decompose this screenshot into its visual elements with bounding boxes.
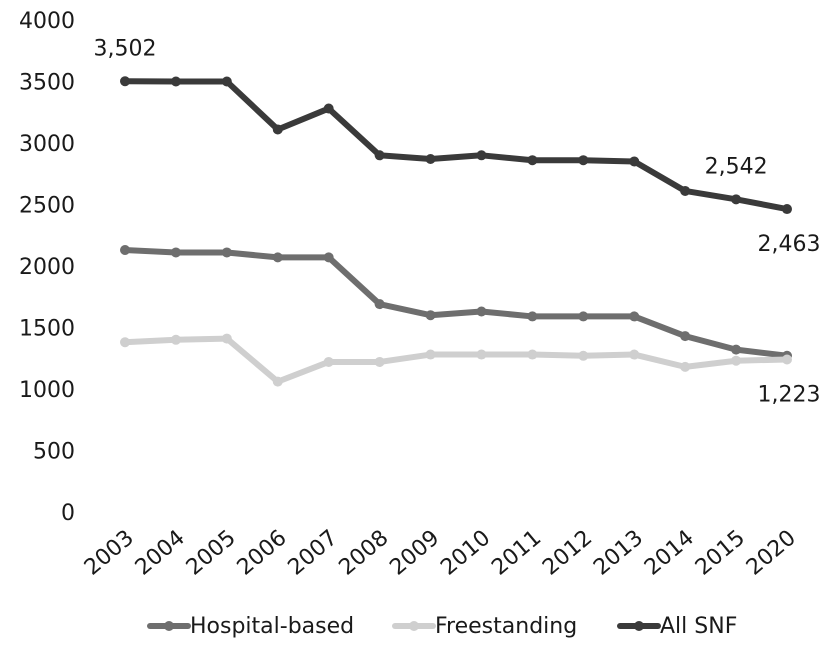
x-tick-label: 2004 <box>131 525 190 580</box>
y-tick-label: 1000 <box>19 378 75 403</box>
legend-label: All SNF <box>660 614 737 639</box>
data-point <box>425 349 436 360</box>
y-tick-label: 2500 <box>19 194 75 219</box>
data-point <box>425 310 436 321</box>
x-tick-label: 2007 <box>284 525 343 580</box>
data-point <box>374 356 385 367</box>
data-point <box>527 155 538 166</box>
legend-marker <box>409 621 419 631</box>
x-tick-label: 2020 <box>742 525 801 580</box>
x-tick-label: 2009 <box>385 525 444 580</box>
series-line <box>122 78 790 213</box>
y-tick-label: 1500 <box>19 317 75 342</box>
legend-marker <box>164 621 174 631</box>
x-tick-label: 2006 <box>233 525 292 580</box>
data-point <box>221 247 232 258</box>
series-line <box>122 335 790 385</box>
x-tick-label: 2005 <box>182 525 241 580</box>
data-point <box>578 155 589 166</box>
data-point <box>782 354 792 365</box>
data-point <box>476 150 487 161</box>
data-label: 3,502 <box>94 36 157 61</box>
data-point <box>272 124 283 135</box>
data-point <box>221 76 232 87</box>
x-tick-label: 2010 <box>436 525 495 580</box>
data-point <box>731 344 742 355</box>
data-point <box>680 361 691 372</box>
data-label: 2,542 <box>705 154 768 179</box>
y-tick-label: 4000 <box>19 9 75 34</box>
data-point <box>170 76 181 87</box>
data-point <box>680 331 691 342</box>
x-tick-label: 2014 <box>640 525 699 580</box>
data-point <box>476 306 487 317</box>
data-point <box>629 156 640 167</box>
data-labels: 3,502 2,542 2,463 1,223 <box>94 36 821 407</box>
series-line <box>122 247 790 359</box>
data-point <box>272 252 283 263</box>
series-layer <box>120 76 792 387</box>
x-axis-ticks: 2003200420052006200720082009201020112012… <box>80 525 801 580</box>
data-point <box>578 311 589 322</box>
data-point <box>374 299 385 310</box>
data-point <box>527 349 538 360</box>
legend: Hospital-based Freestanding All SNF <box>147 614 737 639</box>
y-tick-label: 3500 <box>19 71 75 96</box>
data-point <box>120 337 130 348</box>
data-point <box>120 76 130 87</box>
y-tick-label: 3000 <box>19 132 75 157</box>
x-tick-label: 2008 <box>335 525 394 580</box>
y-tick-label: 0 <box>61 501 75 526</box>
legend-marker <box>634 621 644 631</box>
x-tick-label: 2013 <box>589 525 648 580</box>
legend-label: Hospital-based <box>190 614 354 639</box>
data-point <box>578 350 589 361</box>
data-point <box>782 204 792 215</box>
data-label: 2,463 <box>758 232 821 257</box>
data-point <box>323 103 334 114</box>
y-axis-ticks: 0 500 1000 1500 2000 2500 3000 3500 4000 <box>19 9 75 526</box>
data-point <box>221 333 232 344</box>
data-point <box>374 150 385 161</box>
data-point <box>323 252 334 263</box>
data-label: 1,223 <box>758 382 821 407</box>
data-point <box>731 194 742 205</box>
data-point <box>527 311 538 322</box>
x-tick-label: 2012 <box>538 525 597 580</box>
data-point <box>425 153 436 164</box>
x-tick-label: 2015 <box>691 525 750 580</box>
data-point <box>476 349 487 360</box>
y-tick-label: 2000 <box>19 255 75 280</box>
legend-label: Freestanding <box>435 614 577 639</box>
data-point <box>170 334 181 345</box>
data-point <box>731 355 742 366</box>
data-point <box>629 349 640 360</box>
y-tick-label: 500 <box>33 440 75 465</box>
data-point <box>170 247 181 258</box>
data-point <box>323 356 334 367</box>
x-tick-label: 2011 <box>487 525 546 580</box>
data-point <box>629 311 640 322</box>
x-tick-label: 2003 <box>80 525 139 580</box>
data-point <box>680 185 691 196</box>
data-point <box>120 245 130 256</box>
data-point <box>272 376 283 387</box>
